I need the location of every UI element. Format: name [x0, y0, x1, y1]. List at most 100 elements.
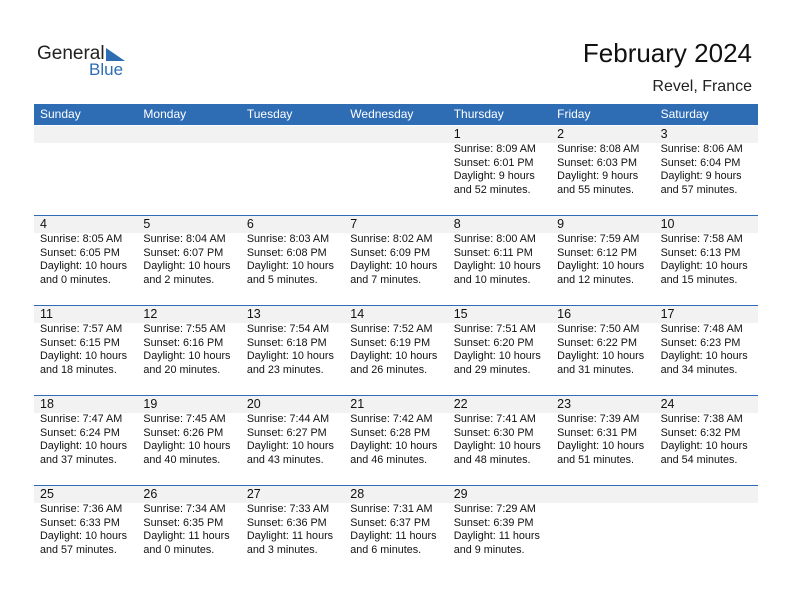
day-daylight: Daylight: 10 hours [557, 260, 645, 272]
day-sunrise: Sunrise: 7:58 AM [660, 233, 743, 245]
subtitle: Revel, France [652, 78, 752, 95]
day-daylight: Daylight: 10 hours [453, 440, 541, 452]
day-sunrise: Sunrise: 7:41 AM [453, 413, 536, 425]
week-divider [34, 215, 758, 216]
day-daylight: Daylight: 11 hours [453, 530, 540, 542]
day-sunset: Sunset: 6:37 PM [350, 516, 431, 529]
day-sunset: Sunset: 6:24 PM [40, 426, 120, 439]
day-sunrise: Sunrise: 8:04 AM [143, 233, 226, 245]
day-daylight: Daylight: 10 hours [40, 350, 128, 362]
day-sunset: Sunset: 6:28 PM [350, 426, 431, 439]
day-sunset: Sunset: 6:07 PM [143, 246, 224, 259]
day-sunset: Sunset: 6:01 PM [453, 156, 534, 169]
day-number: 26 [143, 487, 158, 501]
day-minutes: and 20 minutes. [143, 363, 221, 376]
day-sunrise: Sunrise: 8:03 AM [246, 233, 330, 245]
day-sunset: Sunset: 6:23 PM [660, 336, 741, 349]
day-number: 6 [246, 217, 254, 231]
day-minutes: and 31 minutes. [557, 363, 634, 376]
day-daylight: Daylight: 10 hours [246, 350, 334, 362]
day-number: 19 [143, 397, 158, 411]
day-minutes: and 34 minutes. [660, 363, 738, 376]
day-minutes: and 55 minutes. [557, 183, 634, 196]
weekday: Thursday [453, 107, 504, 121]
day-number: 7 [350, 217, 358, 231]
day-daylight: Daylight: 9 hours [557, 170, 639, 182]
day-band [34, 486, 758, 503]
day-sunrise: Sunrise: 8:02 AM [350, 233, 433, 245]
day-sunrise: Sunrise: 7:52 AM [350, 323, 433, 335]
day-sunrise: Sunrise: 7:59 AM [557, 233, 640, 245]
day-minutes: and 52 minutes. [453, 183, 531, 196]
day-sunset: Sunset: 6:30 PM [453, 426, 534, 439]
day-sunrise: Sunrise: 7:38 AM [660, 413, 743, 425]
day-sunset: Sunset: 6:33 PM [40, 516, 120, 529]
day-sunset: Sunset: 6:08 PM [246, 246, 327, 259]
day-minutes: and 29 minutes. [453, 363, 531, 376]
day-sunrise: Sunrise: 7:45 AM [143, 413, 226, 425]
day-daylight: Daylight: 10 hours [143, 260, 231, 272]
day-sunset: Sunset: 6:39 PM [453, 516, 534, 529]
day-minutes: and 46 minutes. [350, 453, 428, 466]
day-daylight: Daylight: 10 hours [660, 350, 748, 362]
logo-word: General [37, 43, 105, 64]
day-sunrise: Sunrise: 7:48 AM [660, 323, 743, 335]
day-band [34, 306, 758, 323]
day-minutes: and 40 minutes. [143, 453, 221, 466]
day-sunrise: Sunrise: 7:57 AM [40, 323, 123, 335]
day-daylight: Daylight: 10 hours [40, 530, 128, 542]
day-daylight: Daylight: 10 hours [660, 440, 748, 452]
day-minutes: and 48 minutes. [453, 453, 531, 466]
day-minutes: and 51 minutes. [557, 453, 634, 466]
day-band [34, 396, 758, 413]
day-daylight: Daylight: 9 hours [453, 170, 535, 182]
day-sunrise: Sunrise: 8:06 AM [660, 143, 743, 155]
day-number: 23 [557, 397, 572, 411]
day-sunset: Sunset: 6:22 PM [557, 336, 637, 349]
day-sunrise: Sunrise: 7:36 AM [40, 503, 123, 515]
title: February 2024 [582, 38, 752, 68]
day-daylight: Daylight: 10 hours [246, 440, 334, 452]
day-minutes: and 15 minutes. [660, 273, 738, 286]
day-sunrise: Sunrise: 7:42 AM [350, 413, 433, 425]
day-band [34, 126, 758, 143]
day-band [34, 216, 758, 233]
day-number: 2 [557, 127, 565, 141]
day-sunrise: Sunrise: 7:50 AM [557, 323, 640, 335]
day-sunrise: Sunrise: 8:00 AM [453, 233, 536, 245]
day-minutes: and 54 minutes. [660, 453, 738, 466]
day-sunset: Sunset: 6:03 PM [557, 156, 637, 169]
day-minutes: and 6 minutes. [350, 543, 422, 556]
day-sunset: Sunset: 6:13 PM [660, 246, 741, 259]
day-daylight: Daylight: 10 hours [143, 350, 231, 362]
day-number: 9 [557, 217, 565, 231]
day-number: 17 [660, 307, 675, 321]
day-daylight: Daylight: 11 hours [143, 530, 230, 542]
day-daylight: Daylight: 10 hours [453, 350, 541, 362]
day-number: 15 [453, 307, 468, 321]
day-minutes: and 10 minutes. [453, 273, 531, 286]
day-minutes: and 5 minutes. [246, 273, 318, 286]
weekday: Saturday [660, 107, 709, 121]
day-sunset: Sunset: 6:16 PM [143, 336, 224, 349]
day-sunset: Sunset: 6:11 PM [453, 246, 533, 259]
day-number: 22 [453, 397, 468, 411]
day-number: 12 [143, 307, 158, 321]
day-sunset: Sunset: 6:19 PM [350, 336, 431, 349]
day-sunset: Sunset: 6:15 PM [40, 336, 120, 349]
day-number: 24 [660, 397, 675, 411]
day-daylight: Daylight: 10 hours [143, 440, 231, 452]
day-sunrise: Sunrise: 7:33 AM [246, 503, 330, 515]
day-sunrise: Sunrise: 7:44 AM [246, 413, 330, 425]
day-number: 25 [40, 487, 54, 501]
day-minutes: and 43 minutes. [246, 453, 324, 466]
day-number: 13 [246, 307, 261, 321]
day-sunrise: Sunrise: 7:51 AM [453, 323, 536, 335]
logo-word: Blue [89, 60, 124, 79]
day-daylight: Daylight: 9 hours [660, 170, 742, 182]
day-daylight: Daylight: 10 hours [350, 440, 438, 452]
day-number: 14 [350, 307, 365, 321]
day-minutes: and 26 minutes. [350, 363, 428, 376]
weekday: Friday [557, 107, 591, 121]
